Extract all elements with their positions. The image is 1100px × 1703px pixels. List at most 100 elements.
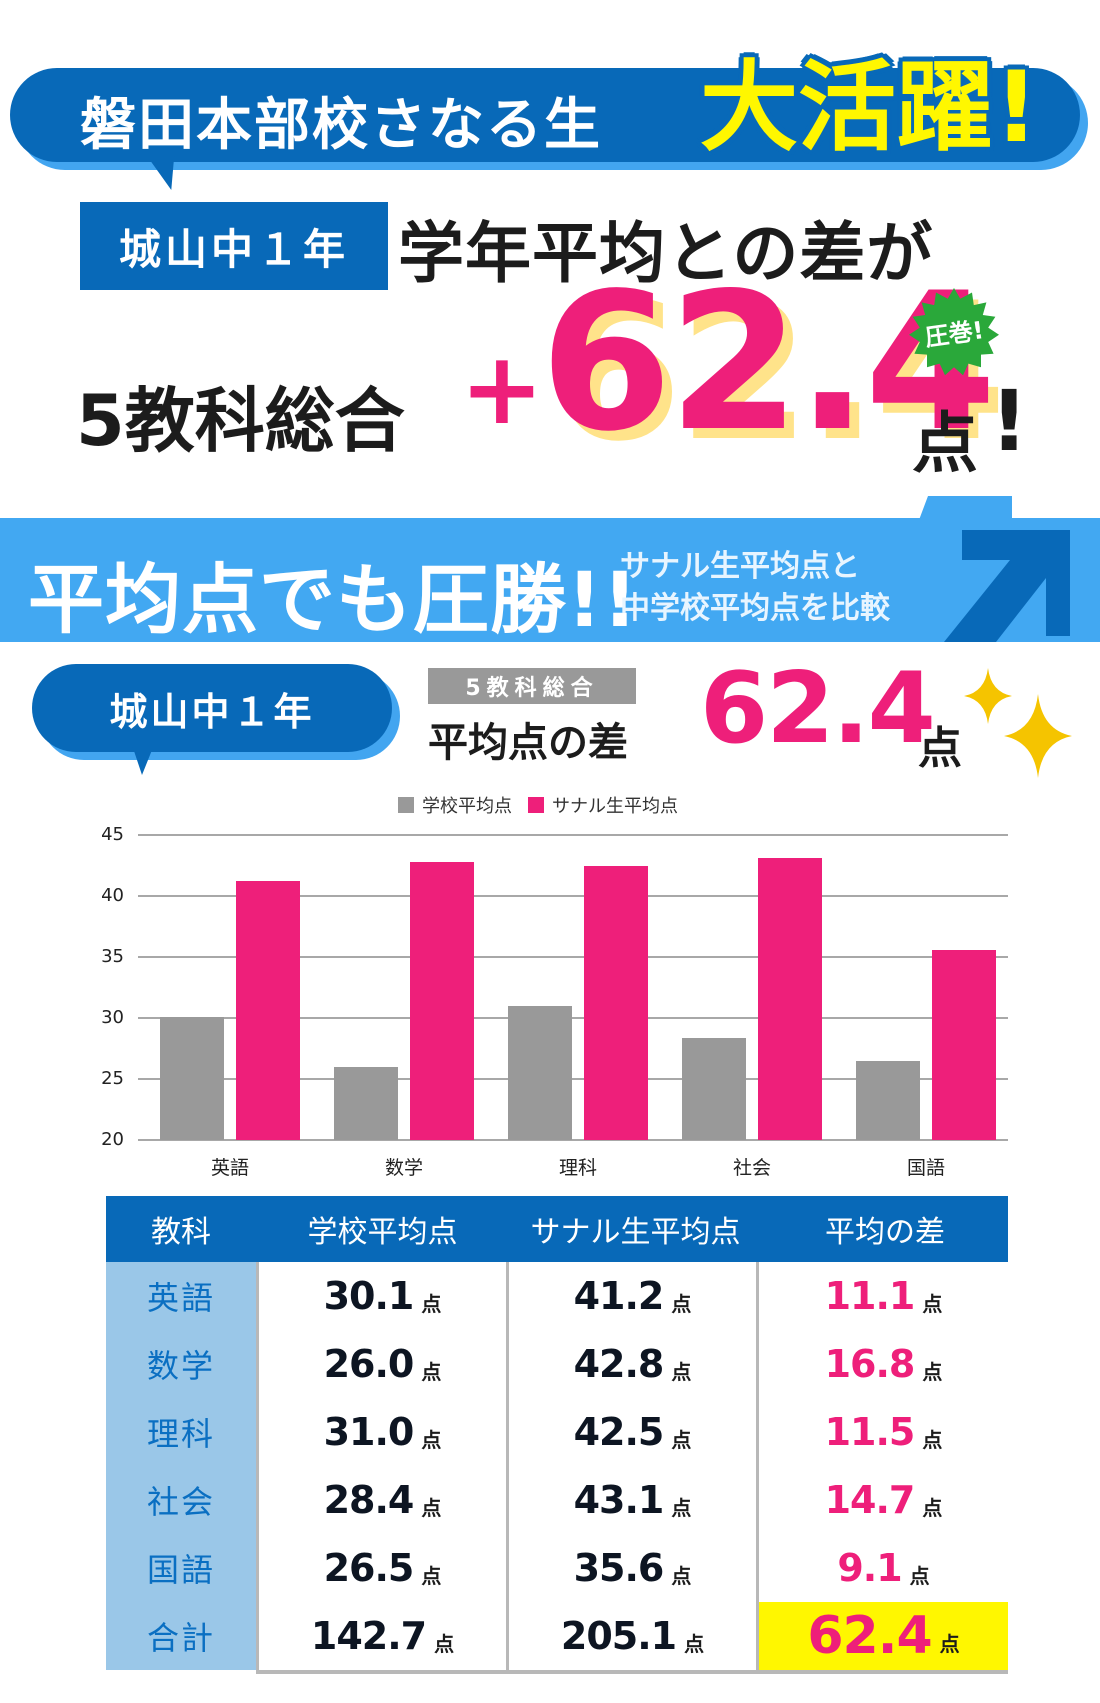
subject-cell: 社会 <box>146 1483 215 1521</box>
school-cell: 142.7 点 <box>259 1602 506 1670</box>
x-tick-label: 国語 <box>906 1157 945 1179</box>
score-table: 教科 学校平均点 サナル生平均点 平均の差 英語 数学 理科 社会 国語 合計 30.1 点 2… <box>106 1196 1008 1674</box>
bar-sanaru <box>584 865 648 1140</box>
summary-label: 平均点の差 <box>428 720 628 766</box>
unit-label: 点 <box>671 1291 692 1316</box>
summary-score: 62.4 <box>700 652 936 766</box>
x-tick-label: 社会 <box>732 1157 771 1179</box>
unit-label: 点 <box>939 1631 960 1656</box>
bar-sanaru <box>410 861 474 1140</box>
bar-school <box>856 1060 920 1140</box>
subject-column: 英語 数学 理科 社会 国語 合計 <box>106 1262 256 1670</box>
summary-unit: 点 <box>918 723 962 774</box>
grade-tag: 城山中１年 <box>80 202 388 290</box>
summary-bubble-tail <box>132 745 154 775</box>
y-tick-label: 20 <box>101 1129 124 1150</box>
y-tick-label: 30 <box>101 1007 124 1028</box>
unit-label: 点 <box>421 1563 442 1588</box>
diff-value: 11.5 <box>824 1410 916 1454</box>
sanaru-value: 42.5 <box>573 1410 665 1454</box>
school-value: 142.7 <box>310 1614 427 1658</box>
starburst-badge-icon <box>909 288 999 376</box>
unit-label: 点 <box>922 1359 943 1384</box>
plus-sign: + <box>460 330 544 447</box>
sanaru-value: 43.1 <box>573 1478 665 1522</box>
header-school-avg: 学校平均点 <box>307 1215 458 1250</box>
y-tick-label: 35 <box>101 946 124 967</box>
diff-cell: 14.7 点 <box>759 1466 1008 1534</box>
unit-label: 点 <box>922 1427 943 1452</box>
headline-line-1: 学年平均との差が <box>398 215 934 292</box>
unit-label: 点 <box>671 1359 692 1384</box>
school-value: 28.4 <box>323 1478 415 1522</box>
bar-school <box>160 1016 224 1140</box>
diff-cell: 11.5 点 <box>759 1398 1008 1466</box>
unit-label: 点 <box>671 1427 692 1452</box>
band-subtitle: サナル生平均点と 中学校平均点を比較 <box>620 546 890 630</box>
header-sanaru-avg: サナル生平均点 <box>530 1215 741 1250</box>
sanaru-cell: 42.5 点 <box>509 1398 756 1466</box>
headline-score: 62.4 <box>540 252 997 473</box>
table-body: 英語 数学 理科 社会 国語 合計 30.1 点 26.0 点 31.0 点 28.4 点 26.5 点 142… <box>106 1262 1008 1670</box>
subject-cell: 数学 <box>146 1347 215 1385</box>
sanaru-value: 205.1 <box>560 1614 677 1658</box>
school-cell: 31.0 点 <box>259 1398 506 1466</box>
school-avg-column: 30.1 点 26.0 点 31.0 点 28.4 点 26.5 点 142.7 点 <box>256 1262 506 1670</box>
band-subtitle-line-1: サナル生平均点と <box>620 549 860 584</box>
unit-label: 点 <box>434 1631 455 1656</box>
headline-exclaim: ! <box>990 372 1029 470</box>
summary-tag: 5教科総合 <box>428 668 636 704</box>
diff-value: 16.8 <box>824 1342 916 1386</box>
gridline <box>138 956 1008 958</box>
sanaru-value: 35.6 <box>573 1546 665 1590</box>
school-value: 31.0 <box>323 1410 415 1454</box>
header-diff: 平均の差 <box>825 1215 945 1250</box>
sanaru-cell: 43.1 点 <box>509 1466 756 1534</box>
y-tick-label: 40 <box>101 885 124 906</box>
unit-label: 点 <box>421 1359 442 1384</box>
gridline <box>138 895 1008 897</box>
bar-sanaru <box>758 858 822 1140</box>
legend-item-sanaru: サナル生平均点 <box>528 792 678 818</box>
diff-cell: 16.8 点 <box>759 1330 1008 1398</box>
school-value: 26.5 <box>323 1546 415 1590</box>
headline-subject-label: 5教科総合 <box>76 380 405 462</box>
band-title: 平均点でも圧勝!! <box>28 555 639 644</box>
bar-sanaru <box>236 881 300 1140</box>
legend-item-school: 学校平均点 <box>398 792 512 818</box>
legend-label-school: 学校平均点 <box>422 796 512 817</box>
x-tick-label: 英語 <box>210 1157 249 1179</box>
school-cell: 28.4 点 <box>259 1466 506 1534</box>
unit-label: 点 <box>421 1427 442 1452</box>
subject-cell: 国語 <box>146 1551 215 1589</box>
chart-legend: 学校平均点 サナル生平均点 <box>398 792 678 818</box>
bar-school <box>508 1005 572 1140</box>
sanaru-value: 41.2 <box>573 1274 665 1318</box>
bar-sanaru <box>932 949 996 1140</box>
diff-cell: 11.1 点 <box>759 1262 1008 1330</box>
sanaru-cell: 42.8 点 <box>509 1330 756 1398</box>
unit-label: 点 <box>684 1631 705 1656</box>
subject-cell: 理科 <box>146 1415 215 1453</box>
diff-cell: 62.4 点 <box>759 1602 1008 1670</box>
diff-column: 11.1 点 16.8 点 11.5 点 14.7 点 9.1 点 62.4 点 <box>756 1262 1008 1670</box>
gridline <box>138 834 1008 836</box>
diff-value: 14.7 <box>824 1478 916 1522</box>
hero-title: 磐田本部校さなる生 <box>80 93 602 158</box>
sanaru-cell: 41.2 点 <box>509 1262 756 1330</box>
school-cell: 26.5 点 <box>259 1534 506 1602</box>
diff-value: 62.4 <box>807 1606 932 1666</box>
sanaru-cell: 35.6 点 <box>509 1534 756 1602</box>
up-right-arrow-icon <box>900 496 1070 642</box>
sanaru-avg-column: 41.2 点 42.8 点 42.5 点 43.1 点 35.6 点 205.1 点 <box>506 1262 756 1670</box>
legend-label-sanaru: サナル生平均点 <box>552 796 678 817</box>
sanaru-value: 42.8 <box>573 1342 665 1386</box>
unit-label: 点 <box>922 1495 943 1520</box>
unit-label: 点 <box>421 1495 442 1520</box>
unit-label: 点 <box>922 1291 943 1316</box>
gridline <box>138 1078 1008 1080</box>
sparkle-icon <box>964 668 1072 778</box>
hero-bubble <box>10 68 1080 162</box>
hero-accent: 大活躍! <box>700 51 1039 165</box>
unit-label: 点 <box>671 1563 692 1588</box>
